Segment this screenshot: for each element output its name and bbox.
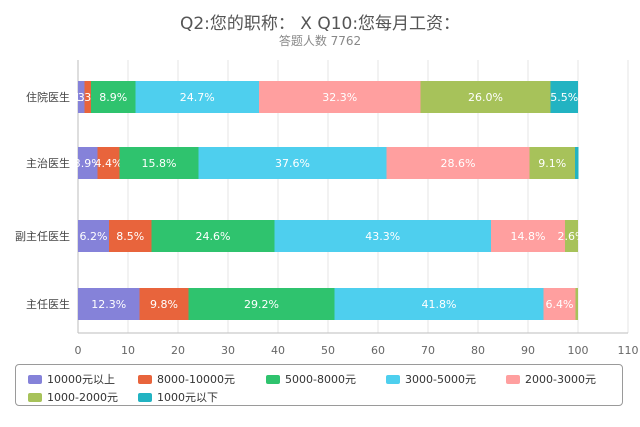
category-label: 主治医生 — [26, 156, 70, 170]
x-tick-label: 20 — [171, 344, 185, 357]
bar-segment — [151, 220, 275, 252]
bar-segment — [259, 81, 421, 113]
x-tick-label: 40 — [271, 344, 285, 357]
data-label: 4.4% — [95, 157, 123, 170]
legend-label: 3000-5000元 — [405, 373, 476, 386]
x-tick-label: 10 — [121, 344, 135, 357]
legend-label: 5000-8000元 — [285, 373, 356, 386]
data-label: 9.1% — [538, 157, 566, 170]
data-label: 41.8% — [422, 298, 457, 311]
data-label: 9.8% — [150, 298, 178, 311]
bar-segment — [198, 147, 387, 179]
data-label: 5.5% — [550, 91, 578, 104]
legend-item[interactable]: 8000-10000元 — [138, 371, 235, 387]
category-label: 住院医生 — [26, 90, 70, 104]
legend-label: 1000-2000元 — [47, 391, 118, 404]
x-tick-label: 70 — [421, 344, 435, 357]
chart-subtitle: 答题人数 7762 — [278, 34, 362, 48]
data-label: 29.2% — [244, 298, 279, 311]
legend-item[interactable]: 2000-3000元 — [506, 371, 596, 387]
data-label: 8.9% — [99, 91, 127, 104]
legend-item[interactable]: 1000-2000元 — [28, 389, 118, 405]
bar-segment — [386, 147, 530, 179]
bar-segment — [491, 220, 565, 252]
bar-segment — [78, 220, 109, 252]
x-tick-label: 90 — [521, 344, 535, 357]
bar-segment — [575, 288, 578, 320]
bar-segment — [97, 147, 120, 179]
x-tick-label: 80 — [471, 344, 485, 357]
data-label: 43.3% — [365, 230, 400, 243]
bar-segment — [575, 147, 579, 179]
bar-segment — [135, 81, 259, 113]
bar-segment — [78, 147, 98, 179]
chart-legend: 10000元以上 8000-10000元 5000-8000元 3000-5000元 2… — [15, 364, 623, 406]
legend-swatch — [28, 392, 42, 402]
data-label: 6.4% — [546, 298, 574, 311]
data-label: 14.8% — [511, 230, 546, 243]
bar-segment — [139, 288, 189, 320]
stacked-bar-chart: 0 10 20 30 40 50 60 70 80 90 100 110 住院医生主治医生副主任医生主任… — [15, 60, 639, 357]
legend-swatch — [138, 392, 152, 402]
data-label: 32.3% — [322, 91, 357, 104]
data-label: 28.6% — [441, 157, 476, 170]
bar-segment — [529, 147, 575, 179]
x-tick-label: 0 — [75, 344, 82, 357]
bar-segment — [109, 220, 152, 252]
x-tick-label: 100 — [568, 344, 589, 357]
bar-segment — [274, 220, 491, 252]
legend-item[interactable]: 3000-5000元 — [386, 371, 476, 387]
legend-label: 2000-3000元 — [525, 373, 596, 386]
bar-segment — [550, 81, 578, 113]
legend-swatch — [138, 374, 152, 384]
data-label: 3.9% — [74, 157, 102, 170]
data-label: 15.8% — [142, 157, 177, 170]
x-tick-label: 110 — [618, 344, 639, 357]
legend-swatch — [266, 374, 280, 384]
bar-segment — [565, 220, 578, 252]
data-label: 2.6% — [558, 230, 586, 243]
bar-segment — [91, 81, 136, 113]
x-tick-label: 30 — [221, 344, 235, 357]
bar-segment — [78, 81, 85, 113]
category-label: 副主任医生 — [15, 229, 70, 243]
data-label: 6.2% — [80, 230, 108, 243]
bar-segment — [84, 81, 91, 113]
bar-segment — [119, 147, 199, 179]
x-tick-label: 60 — [371, 344, 385, 357]
bar-segment — [78, 288, 140, 320]
legend-swatch — [28, 374, 42, 384]
legend-label: 10000元以上 — [47, 373, 115, 386]
chart-title: Q2:您的职称： X Q10:您每月工资： — [179, 14, 461, 34]
legend-item[interactable]: 5000-8000元 — [266, 371, 356, 387]
category-label: 主任医生 — [26, 297, 70, 311]
legend-item[interactable]: 1000元以下 — [138, 389, 218, 405]
legend-swatch — [386, 374, 400, 384]
bar-segment — [543, 288, 576, 320]
data-label: 24.6% — [196, 230, 231, 243]
data-label: 26.0% — [468, 91, 503, 104]
bar-segment — [420, 81, 551, 113]
data-label: 37.6% — [275, 157, 310, 170]
legend-label: 8000-10000元 — [157, 373, 235, 386]
data-label: 8.5% — [116, 230, 144, 243]
bar-segment — [334, 288, 544, 320]
legend-item[interactable]: 10000元以上 — [28, 371, 115, 387]
data-label: 12.3% — [91, 298, 126, 311]
bar-segment — [188, 288, 335, 320]
data-label: 24.7% — [180, 91, 215, 104]
x-tick-label: 50 — [321, 344, 335, 357]
legend-label: 1000元以下 — [157, 391, 218, 404]
legend-swatch — [506, 374, 520, 384]
